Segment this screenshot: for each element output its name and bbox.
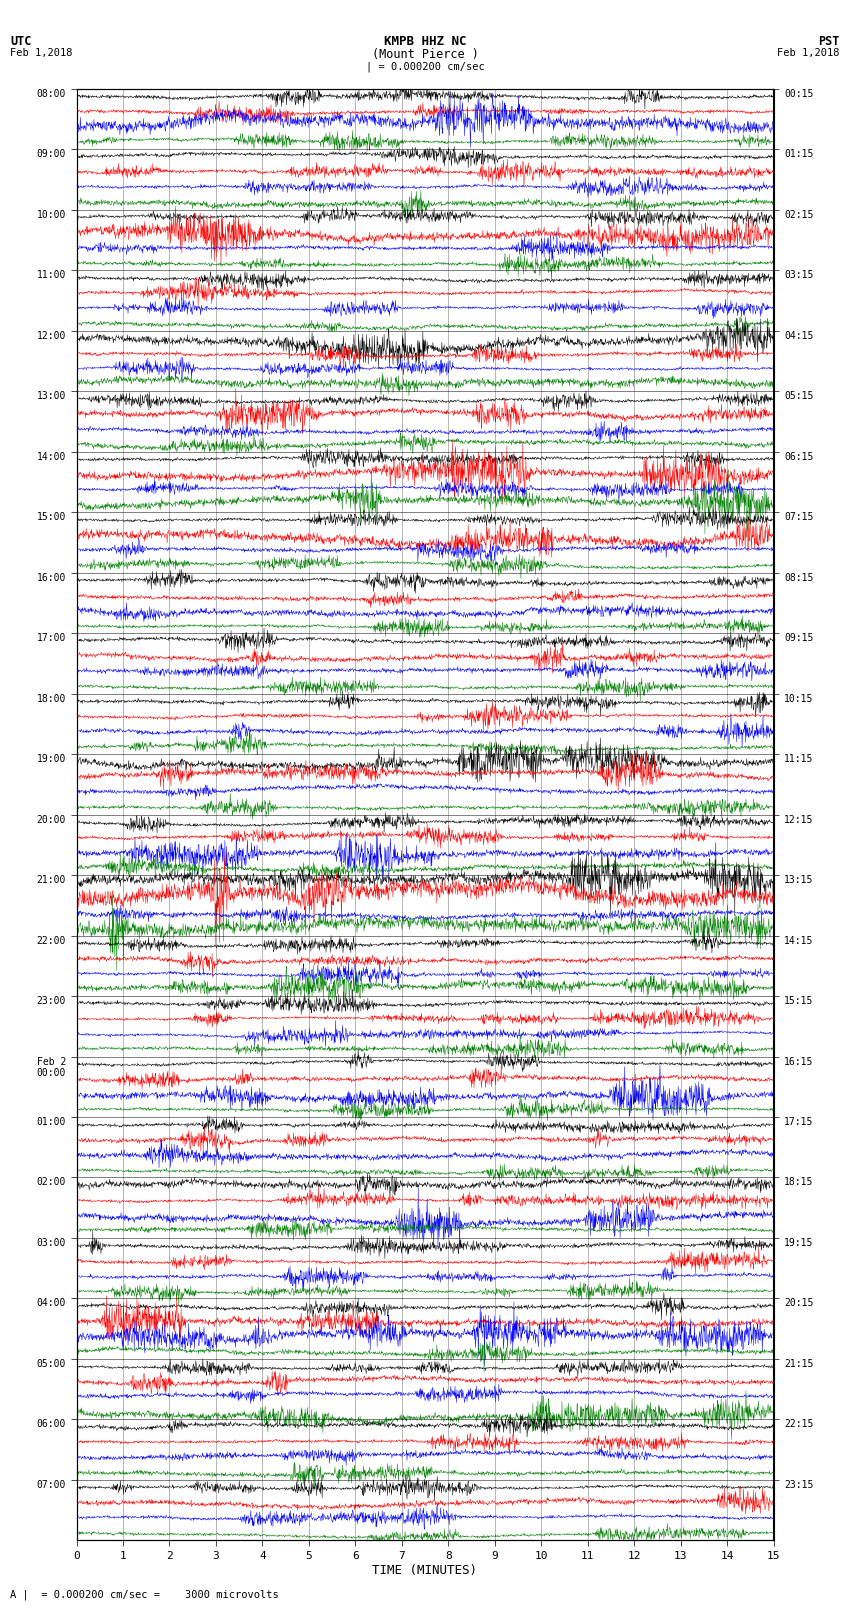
Text: | = 0.000200 cm/sec: | = 0.000200 cm/sec — [366, 61, 484, 73]
X-axis label: TIME (MINUTES): TIME (MINUTES) — [372, 1563, 478, 1576]
Text: UTC: UTC — [10, 35, 31, 48]
Text: Feb 1,2018: Feb 1,2018 — [777, 48, 840, 58]
Text: KMPB HHZ NC: KMPB HHZ NC — [383, 35, 467, 48]
Text: A |  = 0.000200 cm/sec =    3000 microvolts: A | = 0.000200 cm/sec = 3000 microvolts — [10, 1589, 279, 1600]
Text: Feb 1,2018: Feb 1,2018 — [10, 48, 73, 58]
Text: (Mount Pierce ): (Mount Pierce ) — [371, 48, 479, 61]
Text: PST: PST — [819, 35, 840, 48]
